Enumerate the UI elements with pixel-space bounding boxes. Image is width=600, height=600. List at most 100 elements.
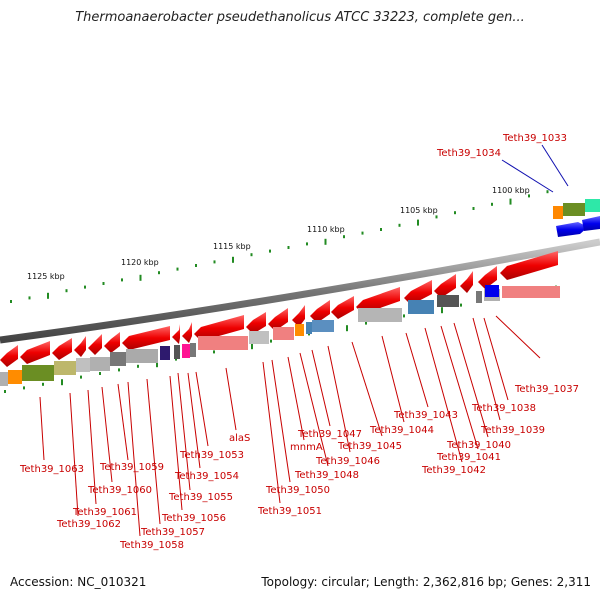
cog-block (76, 358, 90, 372)
tick-mark (365, 321, 367, 325)
gene-arrow-reverse (182, 322, 192, 343)
gene-label[interactable]: Teth39_1033 (502, 133, 567, 144)
gene-label[interactable]: Teth39_1046 (315, 456, 380, 467)
gene-label[interactable]: Teth39_1040 (446, 440, 511, 451)
leader-line (225, 367, 237, 431)
gene-label[interactable]: Teth39_1039 (480, 425, 545, 436)
gene-label[interactable]: Teth39_1045 (337, 441, 402, 452)
tick-mark (102, 282, 105, 285)
cog-block (295, 324, 304, 336)
gene-arrow-reverse (356, 287, 400, 314)
reverse-strand-genes (0, 251, 558, 367)
gene-arrow-reverse (268, 308, 288, 331)
gene-label[interactable]: Teth39_1050 (265, 485, 330, 496)
tick-mark (250, 253, 253, 257)
gene-label[interactable]: Teth39_1048 (294, 470, 359, 481)
tick-mark (324, 238, 327, 245)
gene-label[interactable]: Teth39_1044 (369, 425, 434, 436)
cog-block (198, 336, 248, 350)
leader-line (541, 144, 569, 187)
gene-label[interactable]: Teth39_1042 (421, 465, 486, 476)
gene-label[interactable]: Teth39_1063 (19, 464, 84, 475)
cog-block (0, 372, 8, 386)
gene-label[interactable]: Teth39_1057 (140, 527, 205, 538)
gene-label[interactable]: Teth39_1054 (174, 471, 239, 482)
cog-block (476, 291, 482, 303)
gene-label[interactable]: Teth39_1055 (168, 492, 233, 503)
leader-line (39, 396, 45, 461)
tick-mark (232, 256, 234, 263)
gene-arrow-reverse (0, 345, 18, 367)
tick-mark (65, 289, 68, 293)
gene-arrow-reverse (434, 274, 456, 298)
label-leader-lines (39, 144, 569, 537)
leader-line (87, 389, 97, 505)
tick-mark (398, 223, 401, 227)
leader-line (495, 315, 541, 359)
cog-block (408, 300, 434, 314)
gene-label[interactable]: Teth39_1053 (179, 450, 244, 461)
tick-mark (158, 271, 160, 275)
gene-label[interactable]: Teth39_1059 (99, 462, 164, 473)
axis-tick-labels: 1100 kbp 1105 kbp 1110 kbp 1115 kbp 1120… (27, 186, 530, 281)
gene-label[interactable]: Teth39_1061 (72, 507, 137, 518)
gene-label[interactable]: Teth39_1051 (257, 506, 322, 517)
leader-line (311, 349, 331, 427)
leader-line (472, 317, 501, 421)
gene-label[interactable]: mnmA (290, 442, 323, 453)
tick-mark (137, 364, 139, 368)
leader-line (287, 356, 305, 441)
tick-mark (528, 194, 530, 198)
topology-summary: Topology: circular; Length: 2,362,816 bp… (261, 575, 591, 589)
tick-mark (213, 260, 216, 264)
tick-mark (361, 231, 364, 235)
gene-arrow-reverse (310, 300, 330, 323)
leader-line (405, 332, 429, 408)
gene-arrow-reverse (194, 315, 244, 341)
gene-arrow-reverse (460, 271, 473, 293)
gene-label[interactable]: alaS (229, 433, 250, 444)
gene-arrow-reverse (500, 251, 558, 280)
tick-mark (306, 242, 308, 246)
gene-label[interactable]: Teth39_1043 (393, 410, 458, 421)
gene-label[interactable]: Teth39_1047 (297, 429, 362, 440)
cog-block (174, 345, 180, 359)
gene-label[interactable]: Teth39_1037 (514, 384, 579, 395)
tick-mark (491, 202, 493, 206)
gene-label[interactable]: Teth39_1034 (436, 148, 501, 159)
gene-label[interactable]: Teth39_1062 (56, 519, 121, 530)
leader-line (501, 159, 554, 193)
tick-mark (270, 339, 272, 343)
cog-block (8, 370, 22, 384)
cog-block (502, 286, 560, 298)
tick-mark (346, 325, 348, 332)
tick-mark (61, 379, 63, 386)
tick-mark (454, 211, 456, 215)
tick-label-1120: 1120 kbp (121, 258, 159, 267)
map-title: Thermoanaerobacter pseudethanolicus ATCC… (75, 10, 525, 25)
gene-label[interactable]: Teth39_1056 (161, 513, 226, 524)
gene-arrow-reverse (292, 305, 305, 327)
cog-block (312, 320, 334, 332)
cog-block (485, 285, 499, 297)
leader-line (381, 335, 405, 423)
tick-mark (380, 228, 382, 231)
leader-line (351, 341, 383, 437)
cog-block (358, 308, 402, 322)
tick-mark (156, 361, 158, 368)
tick-mark (23, 386, 25, 390)
leader-line (146, 378, 161, 525)
gene-label[interactable]: Teth39_1041 (436, 452, 501, 463)
leader-line (127, 381, 141, 537)
tick-mark (460, 303, 462, 307)
gene-arrow-reverse (246, 312, 266, 334)
gene-label[interactable]: Teth39_1060 (87, 485, 152, 496)
cog-block (190, 343, 196, 357)
cog-category-row (0, 285, 560, 386)
gene-label[interactable]: Teth39_1058 (119, 540, 184, 551)
gene-label[interactable]: Teth39_1038 (471, 403, 536, 414)
gene-arrow-reverse (74, 336, 86, 357)
gene-arrow-reverse (478, 266, 497, 289)
tick-mark (175, 357, 177, 361)
